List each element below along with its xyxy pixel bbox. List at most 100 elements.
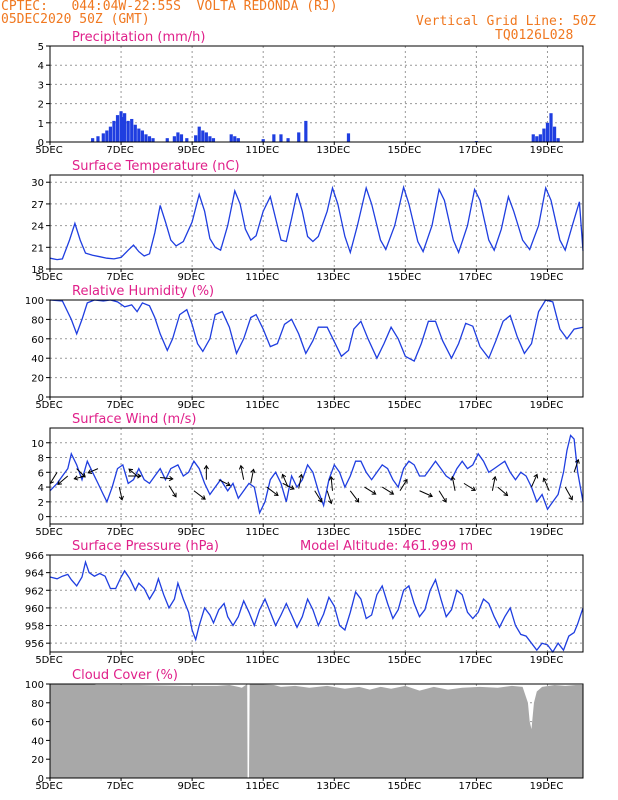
wind-arrow-head bbox=[354, 497, 360, 503]
wind-arrow bbox=[573, 459, 579, 473]
precip-bar bbox=[179, 134, 184, 142]
x-tick-label: 5DEC bbox=[35, 527, 62, 538]
precip-bar bbox=[545, 122, 550, 142]
precip-bar bbox=[201, 130, 205, 142]
y-tick-label: 966 bbox=[25, 551, 44, 562]
panel-title: Surface Pressure (hPa) bbox=[72, 539, 219, 554]
series-line bbox=[49, 434, 584, 515]
precip-bar bbox=[96, 136, 100, 142]
x-tick-label: 11DEC bbox=[245, 145, 279, 156]
wind-arrow-head bbox=[281, 473, 287, 479]
y-tick-label: 1 bbox=[38, 119, 44, 130]
precip-bar bbox=[121, 117, 125, 142]
wind-arrow-head bbox=[238, 464, 244, 470]
wind-arrow bbox=[364, 486, 376, 495]
panel-title: Surface Temperature (nC) bbox=[72, 159, 240, 174]
wind-arrow bbox=[491, 476, 496, 491]
wind-arrow bbox=[193, 490, 206, 500]
y-tick-label: 956 bbox=[25, 639, 44, 650]
precip-bar bbox=[346, 133, 351, 142]
wind-arrow-head bbox=[428, 492, 433, 498]
wind-arrow bbox=[160, 476, 173, 480]
x-tick-label: 15DEC bbox=[387, 272, 421, 283]
header-model-code: TQ0126L028 bbox=[495, 28, 574, 43]
y-tick-label: 10 bbox=[31, 439, 44, 450]
wind-arrow bbox=[381, 486, 394, 495]
precip-bar bbox=[531, 134, 535, 142]
wind-arrow bbox=[399, 479, 408, 492]
precip-bar bbox=[185, 138, 189, 142]
wind-arrow-head bbox=[73, 475, 79, 481]
wind-arrow-head bbox=[328, 475, 334, 481]
precip-bar bbox=[147, 136, 152, 142]
x-tick-label: 9DEC bbox=[177, 781, 204, 792]
panel-title: Cloud Cover (%) bbox=[72, 668, 178, 683]
series-line bbox=[49, 184, 584, 261]
wind-arrow-head bbox=[87, 469, 93, 474]
precip-bar bbox=[233, 136, 237, 142]
header-grid-note: Vertical Grid Line: 50Z bbox=[416, 14, 597, 29]
wind-arrow bbox=[330, 476, 333, 491]
precip-bar bbox=[176, 132, 180, 142]
wind-arrow bbox=[87, 468, 99, 474]
y-tick-label: 5 bbox=[38, 42, 44, 53]
precip-bar bbox=[272, 134, 276, 142]
y-tick-label: 60 bbox=[31, 335, 44, 346]
precip-bar bbox=[304, 120, 308, 142]
y-tick-label: 20 bbox=[31, 374, 44, 385]
wind-arrow bbox=[463, 482, 476, 491]
y-tick-label: 27 bbox=[31, 200, 44, 211]
precip-bar bbox=[123, 113, 127, 142]
wind-arrow-head bbox=[317, 497, 323, 503]
precip-bar bbox=[556, 138, 560, 142]
precip-bar bbox=[194, 135, 198, 142]
precip-bar bbox=[204, 132, 208, 142]
x-tick-label: 7DEC bbox=[106, 655, 133, 666]
panel-frame bbox=[49, 299, 584, 398]
precip-bar bbox=[261, 139, 265, 142]
x-tick-label: 5DEC bbox=[35, 272, 62, 283]
wind-arrow-head bbox=[250, 468, 256, 474]
precip-bar bbox=[119, 111, 123, 142]
panel-5: 5DEC 7DEC 9DEC 11DEC 13DEC 15DEC 17DEC 19DEC 0 20… bbox=[25, 668, 584, 792]
y-tick-label: 3 bbox=[38, 80, 44, 91]
precip-bar bbox=[130, 118, 134, 142]
precip-bar bbox=[172, 136, 176, 142]
wind-arrow-head bbox=[57, 480, 62, 486]
wind-arrow bbox=[349, 490, 360, 503]
wind-arrow-head bbox=[168, 475, 174, 482]
x-tick-label: 17DEC bbox=[459, 400, 493, 411]
precip-bar bbox=[151, 138, 155, 142]
y-tick-label: 21 bbox=[31, 243, 44, 254]
x-tick-label: 13DEC bbox=[316, 145, 350, 156]
panel-4: 5DEC 7DEC 9DEC 11DEC 13DEC 15DEC 17DEC 19DEC 956… bbox=[25, 539, 584, 666]
panel-frame bbox=[49, 554, 584, 653]
y-tick-label: 100 bbox=[25, 296, 44, 307]
precip-bar bbox=[197, 126, 201, 142]
precip-bar bbox=[144, 134, 148, 142]
y-tick-label: 960 bbox=[25, 604, 44, 615]
wind-arrow-head bbox=[403, 478, 408, 484]
panel-frame bbox=[49, 427, 584, 525]
panel-title: Surface Wind (m/s) bbox=[72, 412, 196, 427]
x-tick-label: 19DEC bbox=[530, 145, 564, 156]
x-tick-label: 7DEC bbox=[106, 272, 133, 283]
panel-2: 5DEC 7DEC 9DEC 11DEC 13DEC 15DEC 17DEC 19DEC 0 20… bbox=[25, 284, 584, 411]
wind-arrow bbox=[438, 490, 447, 503]
y-tick-label: 964 bbox=[25, 569, 44, 580]
wind-arrow bbox=[218, 479, 231, 486]
wind-arrow-head bbox=[225, 481, 231, 487]
panel-title: Relative Humidity (%) bbox=[72, 284, 214, 299]
wind-arrow bbox=[76, 468, 86, 478]
x-tick-label: 15DEC bbox=[387, 781, 421, 792]
x-tick-label: 5DEC bbox=[35, 655, 62, 666]
wind-arrow-head bbox=[471, 486, 476, 491]
y-tick-label: 80 bbox=[31, 699, 44, 710]
y-tick-label: 8 bbox=[38, 454, 44, 465]
panel-title: Precipitation (mm/h) bbox=[72, 30, 205, 45]
wind-arrow bbox=[128, 468, 140, 478]
y-tick-label: 40 bbox=[31, 736, 44, 747]
precip-bar bbox=[140, 130, 144, 142]
x-tick-label: 11DEC bbox=[245, 400, 279, 411]
y-tick-label: 4 bbox=[38, 61, 44, 72]
